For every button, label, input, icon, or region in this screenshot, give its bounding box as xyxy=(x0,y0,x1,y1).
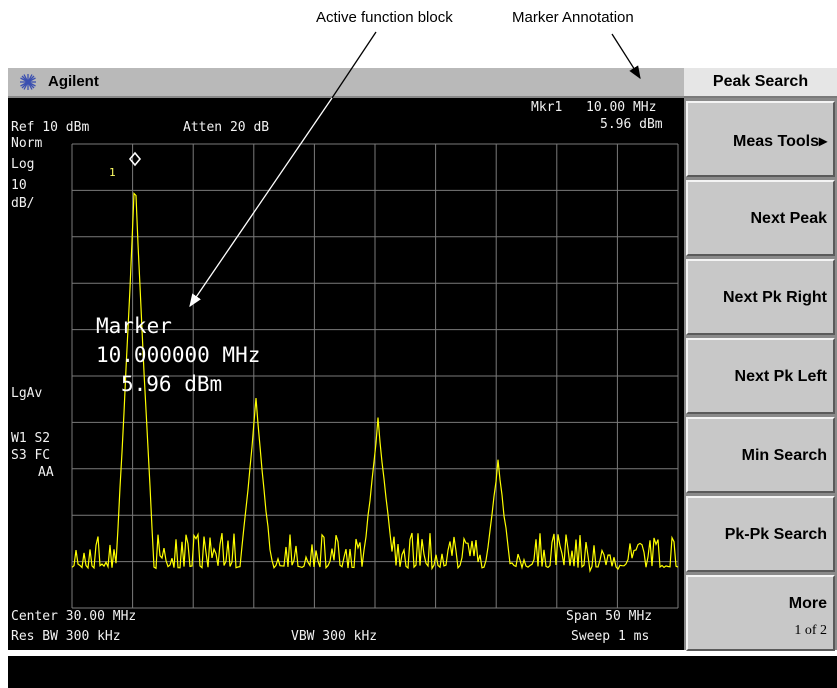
meas-tools-label: Meas Tools▸ xyxy=(733,133,827,150)
menu-title: Peak Search xyxy=(684,68,837,98)
vbw: VBW 300 kHz xyxy=(291,629,378,644)
next-pk-left-label: Next Pk Left xyxy=(734,368,827,385)
marker-annotation-callout: Marker Annotation xyxy=(512,9,634,26)
pk-pk-search-key[interactable]: Pk-Pk Search xyxy=(686,496,835,572)
res-bw: Res BW 300 kHz xyxy=(11,629,121,644)
active-function-title: Marker xyxy=(96,314,172,338)
next-peak-label: Next Peak xyxy=(750,210,828,227)
more-page-indicator: 1 of 2 xyxy=(794,623,827,638)
marker-label-text: 1 xyxy=(109,166,116,179)
annot-s3fc: S3 FC xyxy=(11,448,51,463)
active-function-callout: Active function block xyxy=(316,9,453,26)
next-pk-right-key[interactable]: Next Pk Right xyxy=(686,259,835,335)
annot-scale: 10 xyxy=(11,178,27,193)
spectrum-trace xyxy=(71,192,679,573)
annot-norm: Norm xyxy=(11,136,43,151)
agilent-spark-icon xyxy=(20,74,36,90)
softkey-panel: Peak Search Meas Tools▸ Next Peak Next P… xyxy=(684,68,837,651)
annot-log: Log xyxy=(11,157,35,172)
attenuation: Atten 20 dB xyxy=(183,120,270,135)
marker-readout-ampl: 5.96 dBm xyxy=(600,117,663,132)
span: Span 50 MHz xyxy=(566,609,653,624)
next-pk-left-key[interactable]: Next Pk Left xyxy=(686,338,835,414)
min-search-key[interactable]: Min Search xyxy=(686,417,835,493)
more-label: More xyxy=(788,595,827,612)
spectrum-display: 1 Mkr1 10.00 MHz 5.96 dBm Ref 10 dBm Att… xyxy=(8,98,684,650)
marker-readout-freq: 10.00 MHz xyxy=(586,100,657,115)
marker-diamond xyxy=(128,151,142,167)
active-function-ampl: 5.96 dBm xyxy=(121,372,223,396)
more-key[interactable]: More 1 of 2 xyxy=(686,575,835,651)
annot-aa: AA xyxy=(38,465,54,480)
next-pk-right-label: Next Pk Right xyxy=(722,289,827,306)
marker-readout-label: Mkr1 xyxy=(531,100,563,115)
title-bar: Agilent xyxy=(8,68,684,98)
next-peak-key[interactable]: Next Peak xyxy=(686,180,835,256)
status-bar xyxy=(8,656,837,688)
center-frequency: Center 30.00 MHz xyxy=(11,609,137,624)
graticule xyxy=(71,143,679,609)
annot-w1s2: W1 S2 xyxy=(11,431,51,446)
ref-level: Ref 10 dBm xyxy=(11,120,90,135)
min-search-label: Min Search xyxy=(741,447,827,464)
spectrum-plot xyxy=(71,143,679,609)
meas-tools-key[interactable]: Meas Tools▸ xyxy=(686,101,835,177)
active-function-freq: 10.000000 MHz xyxy=(96,343,261,367)
brand-name: Agilent xyxy=(48,73,99,90)
annot-unit: dB/ xyxy=(11,196,35,211)
annot-lgav: LgAv xyxy=(11,386,43,401)
sweep-time: Sweep 1 ms xyxy=(571,629,650,644)
pk-pk-search-label: Pk-Pk Search xyxy=(724,526,827,543)
